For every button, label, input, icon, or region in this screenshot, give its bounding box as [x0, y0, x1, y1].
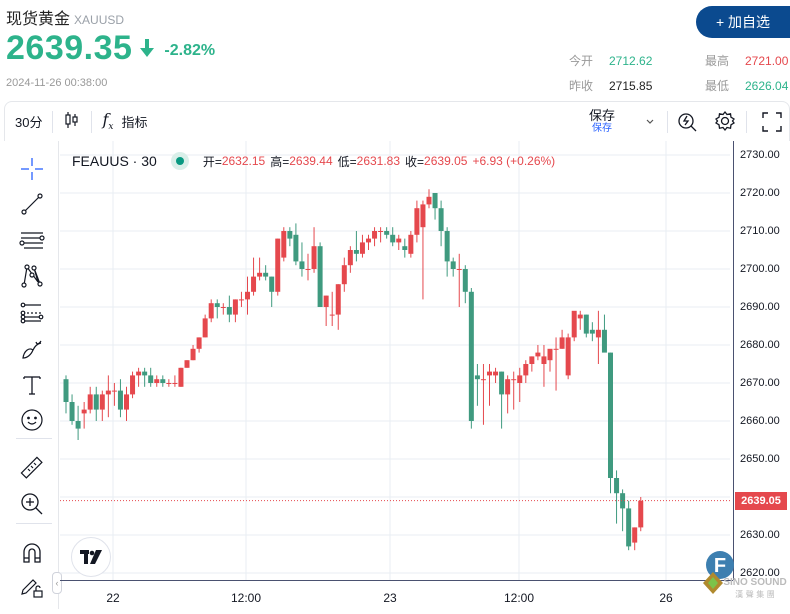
legend-change: +6.93 (+0.26%): [472, 154, 556, 168]
price-tick: 2630.00: [740, 529, 780, 541]
time-tick: 23: [383, 591, 397, 605]
last-price: 2639.35: [6, 29, 133, 67]
interval-selector[interactable]: 30分: [15, 115, 43, 130]
time-tick: 26: [659, 591, 673, 605]
toolbar-divider: [91, 110, 93, 133]
fib-retracement-icon[interactable]: [18, 299, 46, 327]
toolbar-divider: [746, 111, 747, 133]
price-tick: 2690.00: [740, 301, 780, 313]
save-label: 保存: [589, 108, 616, 123]
legend-symbol: FEAUUS · 30: [72, 153, 157, 169]
sino-sound-watermark: F SINO SOUND 漢 聲 集 團: [703, 550, 790, 614]
ruler-icon[interactable]: [18, 454, 46, 482]
legend-close-value: 2639.05: [424, 154, 468, 168]
indicators-button[interactable]: fx 指标: [92, 102, 157, 141]
stat-open-value: 2712.62: [609, 54, 653, 68]
emoji-icon[interactable]: [18, 406, 46, 434]
stat-high-value: 2721.00: [745, 54, 789, 68]
stat-high-label: 最高: [705, 54, 730, 68]
time-tick: 12:00: [503, 591, 535, 605]
save-sublabel: 保存: [592, 123, 612, 134]
stat-low-label: 最低: [705, 79, 730, 93]
tradingview-logo[interactable]: [71, 537, 111, 577]
down-arrow-icon: [140, 39, 155, 62]
stat-low-value: 2626.04: [745, 79, 789, 93]
function-icon: fx: [102, 110, 114, 133]
stat-low: 最低 2626.04: [705, 77, 788, 94]
save-button[interactable]: 保存 保存: [589, 102, 615, 142]
price-tick: 2680.00: [740, 339, 780, 351]
chart-toolbar: 30分 fx 指标 保存 保存: [4, 101, 790, 141]
stat-open-label: 今开: [569, 54, 594, 68]
legend-high-value: 2639.44: [289, 154, 333, 168]
svg-text:SINO SOUND: SINO SOUND: [723, 577, 786, 588]
legend-open-value: 2632.15: [221, 154, 266, 168]
text-tool-icon[interactable]: [18, 371, 46, 399]
instrument-symbol: XAUUSD: [74, 13, 125, 27]
fullscreen-icon[interactable]: [762, 112, 782, 137]
legend-open-label: 开=: [202, 154, 222, 169]
toolbar-divider: [16, 438, 52, 439]
price-tick: 2700.00: [740, 263, 780, 275]
price-axis[interactable]: 2730.00 2720.00 2710.00 2700.00 2690.00 2680.…: [733, 141, 790, 580]
time-tick: 22: [106, 591, 120, 605]
price-row: 2639.35 -2.82%: [6, 28, 215, 68]
price-tick: 2720.00: [740, 187, 780, 199]
indicators-label: 指标: [121, 115, 148, 130]
price-tick: 2620.00: [740, 567, 780, 579]
toolbar-divider: [667, 111, 668, 133]
svg-text:漢 聲 集 團: 漢 聲 集 團: [735, 589, 775, 599]
toolbar-divider: [16, 523, 52, 524]
stat-prev-close: 昨收 2715.85: [569, 77, 652, 94]
save-dropdown-chevron-icon[interactable]: [645, 114, 655, 132]
change-percent: -2.82%: [164, 42, 216, 59]
chart-legend: FEAUUS · 30 开= 2632.15 高= 2639.44 低= 2631.8…: [72, 152, 560, 170]
svg-text:F: F: [714, 555, 726, 577]
legend-close-label: 收=: [405, 154, 425, 169]
price-tick: 2670.00: [740, 377, 780, 389]
pattern-icon[interactable]: [18, 262, 46, 290]
chart-type-button[interactable]: [53, 102, 91, 141]
instrument-title: 现货黄金 XAUUSD: [6, 5, 124, 29]
legend-high-label: 高=: [270, 154, 290, 169]
settings-gear-icon[interactable]: [714, 110, 736, 137]
instrument-name: 现货黄金: [6, 11, 71, 28]
stat-high: 最高 2721.00: [705, 52, 788, 69]
legend-low-label: 低=: [337, 154, 357, 169]
trend-line-icon[interactable]: [18, 190, 46, 218]
current-price-label: 2639.05: [735, 491, 787, 510]
toolbar-divider: [52, 110, 54, 133]
quick-search-icon[interactable]: [677, 111, 699, 138]
horizontal-lines-icon[interactable]: [18, 226, 46, 254]
legend-low-value: 2631.83: [356, 154, 401, 168]
price-chart[interactable]: [60, 141, 730, 580]
stat-prev-close-label: 昨收: [569, 79, 594, 93]
stat-prev-close-value: 2715.85: [609, 79, 653, 93]
candlestick-icon: [63, 111, 81, 132]
market-status-icon: [170, 152, 189, 170]
price-tick: 2710.00: [740, 225, 780, 237]
collapse-toolbar-button[interactable]: ‹: [52, 572, 62, 594]
zoom-in-icon[interactable]: [18, 490, 46, 518]
crosshair-icon[interactable]: [18, 155, 46, 183]
price-tick: 2660.00: [740, 415, 780, 427]
time-tick: 12:00: [230, 591, 262, 605]
drawing-toolbar: [4, 141, 59, 609]
stat-open: 今开 2712.62: [569, 52, 652, 69]
price-tick: 2730.00: [740, 149, 780, 161]
brush-icon[interactable]: [18, 335, 46, 363]
lock-drawings-icon[interactable]: [18, 573, 46, 601]
magnet-icon[interactable]: [18, 539, 46, 567]
add-to-watchlist-button[interactable]: + 加自选: [696, 6, 790, 38]
quote-timestamp: 2024-11-26 00:38:00: [6, 77, 108, 89]
price-tick: 2650.00: [740, 453, 780, 465]
time-axis[interactable]: 22 12:00 23 12:00 26: [60, 580, 733, 609]
